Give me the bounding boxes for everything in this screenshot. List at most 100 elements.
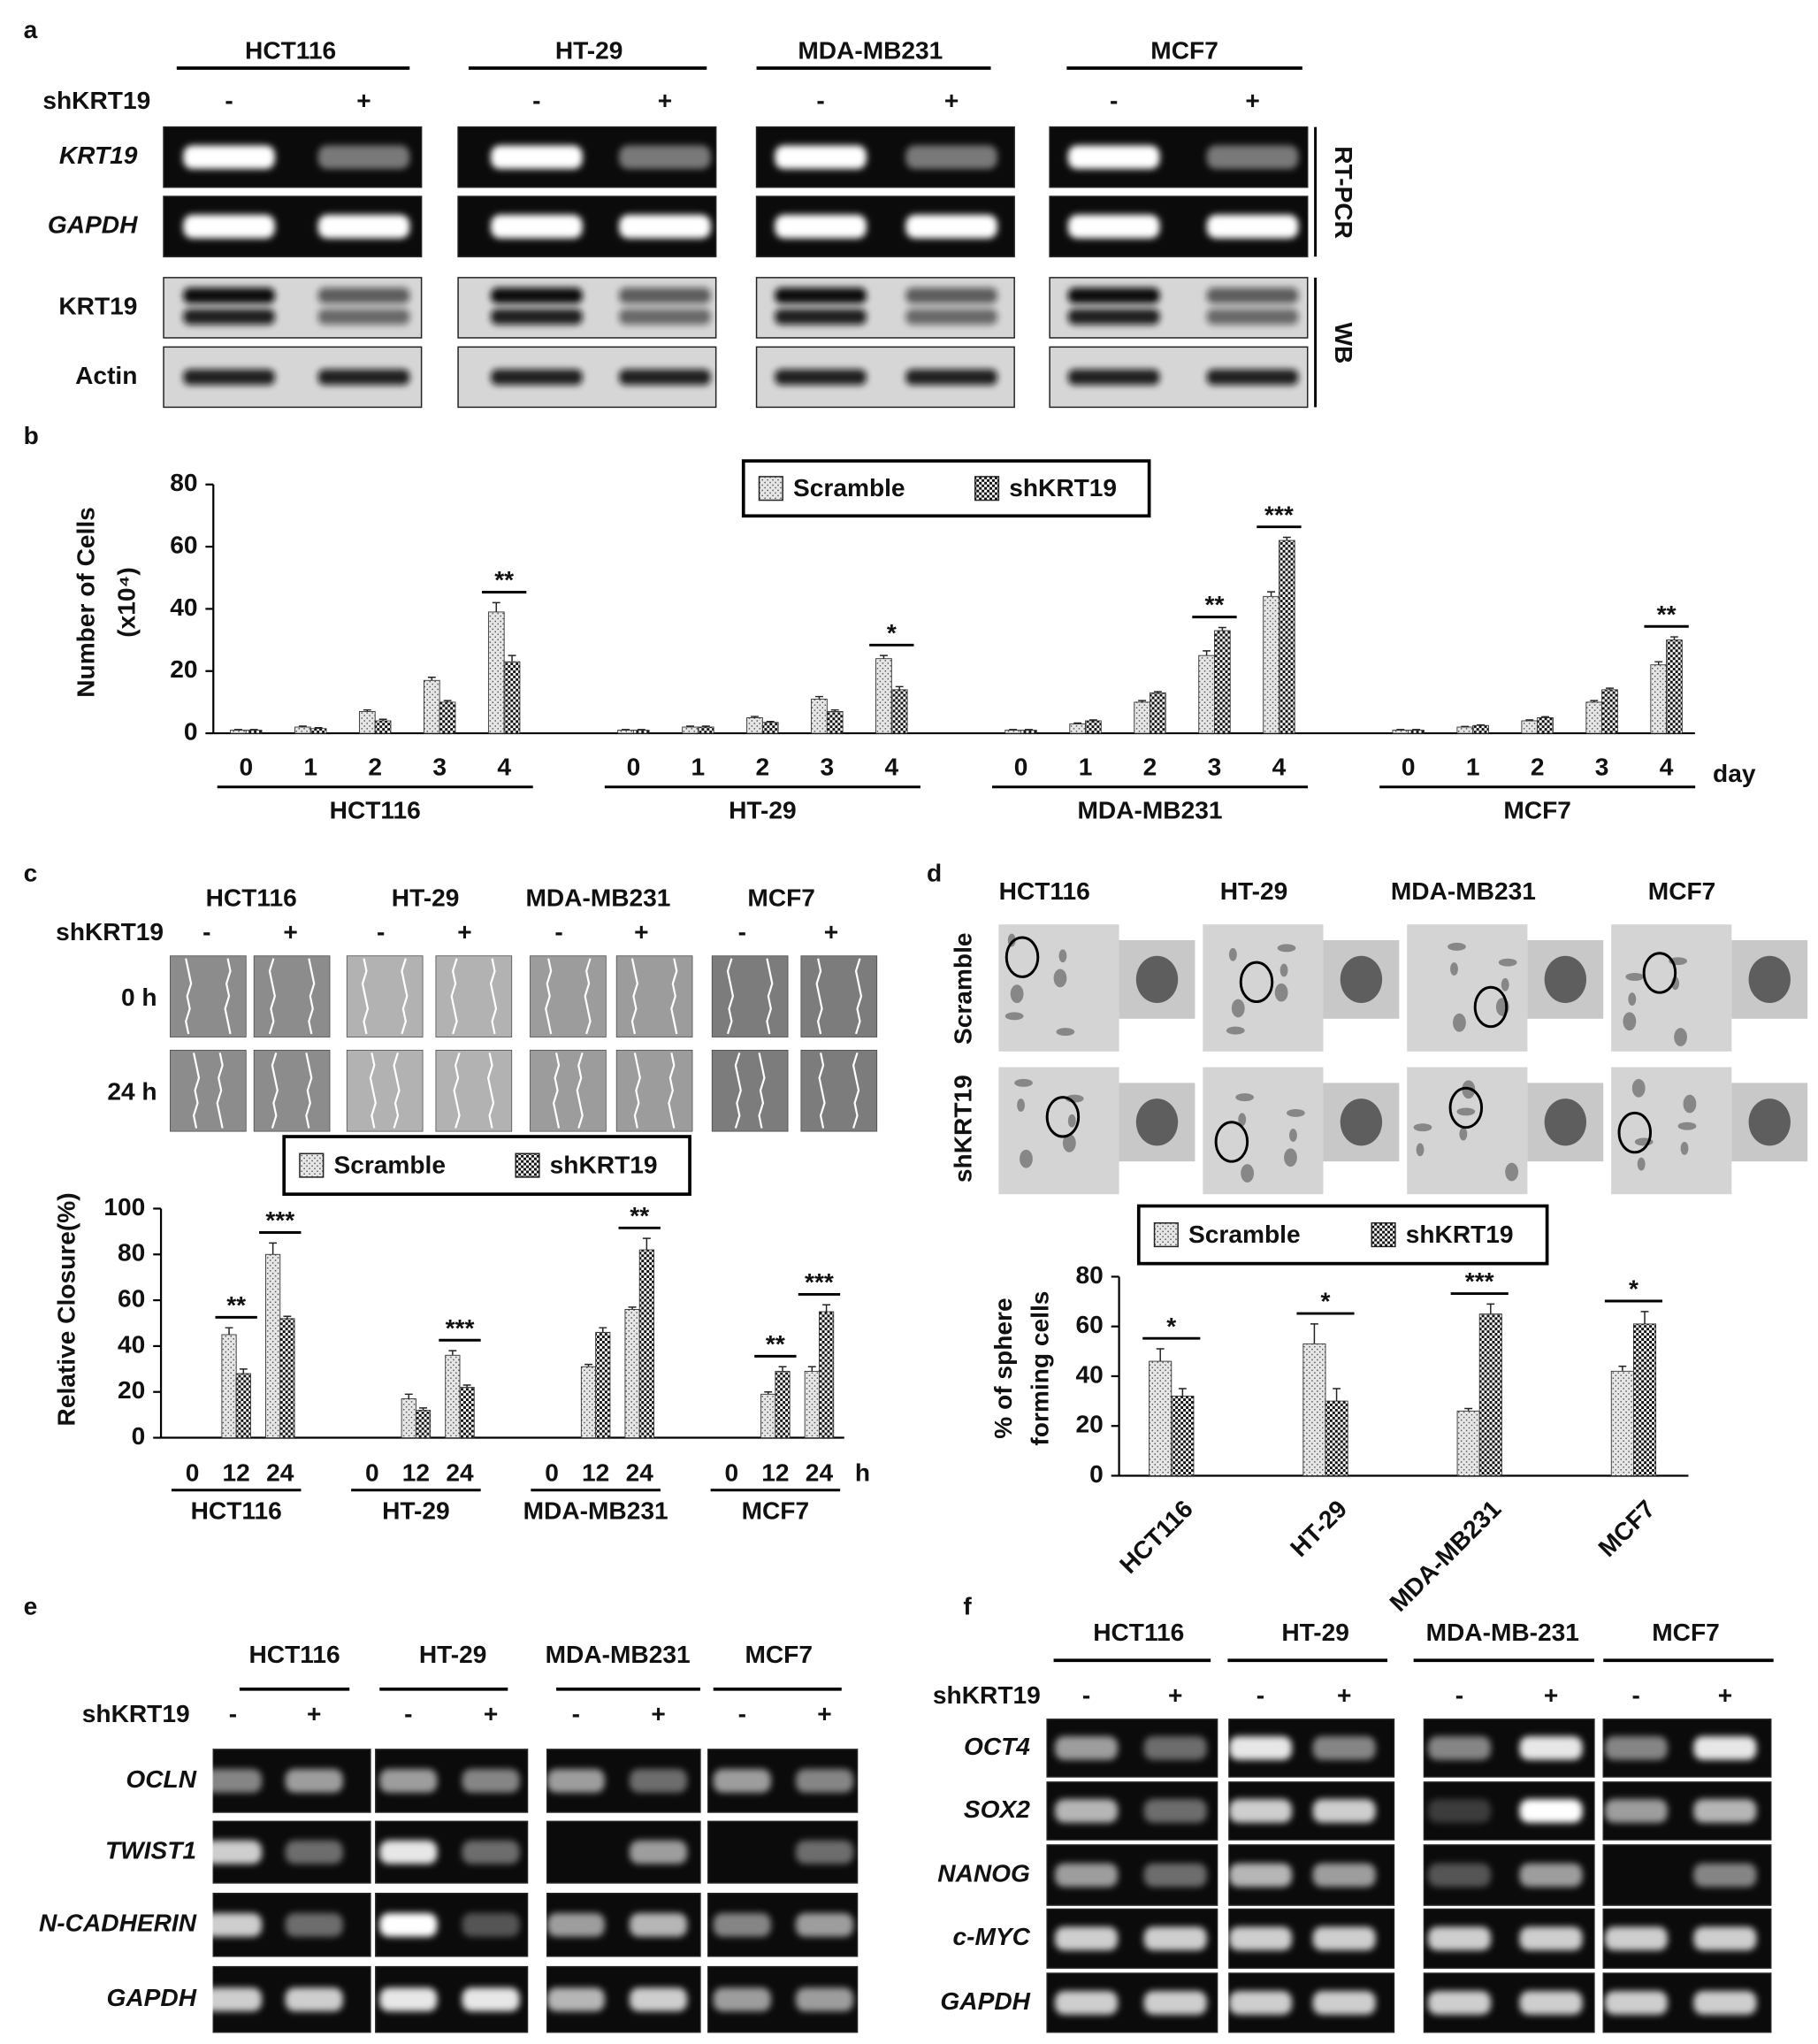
error-bar — [807, 1366, 816, 1372]
column-header: HCT116 — [999, 877, 1090, 905]
column-header: HT-29 — [555, 37, 623, 65]
sphere — [1674, 1028, 1687, 1046]
x-tick-label: 2 — [1531, 753, 1545, 780]
sphere — [1279, 963, 1288, 977]
significance-mark: * — [887, 619, 897, 647]
x-axis-label: h — [855, 1458, 870, 1486]
panel-label: b — [24, 422, 39, 449]
treatment-sign: + — [484, 1700, 498, 1727]
y-tick-label: 0 — [184, 717, 198, 745]
gel-band — [1427, 1799, 1491, 1823]
error-bar — [225, 1327, 233, 1335]
x-tick-label: 0 — [239, 753, 253, 780]
error-bar — [298, 725, 307, 728]
wound-edge — [401, 958, 409, 1035]
error-bar — [637, 729, 645, 731]
treatment-sign: + — [307, 1700, 321, 1727]
legend-box — [282, 1135, 691, 1197]
gel-band — [379, 1840, 438, 1864]
sphere — [1628, 992, 1637, 1006]
sphere — [1062, 1134, 1076, 1152]
bar — [682, 726, 699, 734]
treatment-sign: - — [572, 1700, 580, 1727]
gel-band — [629, 1840, 688, 1864]
bar — [439, 701, 456, 734]
error-bar — [1178, 1388, 1187, 1397]
significance-mark: * — [1321, 1288, 1331, 1315]
error-bar — [1654, 661, 1663, 665]
column-header: MDA-MB231 — [1391, 877, 1536, 905]
bar — [1004, 730, 1022, 734]
error-bar — [239, 1368, 248, 1374]
y-axis-label: Relative Closure(%) — [52, 1192, 80, 1426]
wound-edge — [545, 958, 553, 1035]
gel-band — [379, 1912, 438, 1937]
x-tick-label: 0 — [545, 1458, 559, 1486]
wound-image — [530, 955, 607, 1037]
gel-band — [1693, 1926, 1757, 1951]
highlight-circle — [1448, 1086, 1484, 1129]
legend-label: Scramble — [1188, 1221, 1301, 1248]
error-bar — [1153, 691, 1162, 693]
bar — [1666, 639, 1683, 734]
sphere-zoom — [1340, 1099, 1383, 1146]
sphere — [1228, 947, 1237, 961]
treatment-sign: + — [1337, 1681, 1351, 1709]
bar — [1521, 720, 1539, 734]
gel-band — [491, 214, 583, 239]
x-tick-label: 3 — [1208, 753, 1222, 780]
gel-band — [1693, 1991, 1757, 2015]
group-label: MCF7 — [742, 1497, 810, 1524]
treatment-sign: + — [658, 87, 672, 114]
legend-swatch — [758, 476, 783, 501]
wound-image — [253, 1049, 331, 1132]
gel-band — [317, 214, 410, 239]
bar — [309, 728, 327, 734]
gel-band — [1143, 1926, 1207, 1951]
error-bar — [778, 1366, 787, 1372]
wound-edge — [271, 1052, 279, 1129]
gel-band — [629, 1987, 688, 2011]
blot-band — [491, 369, 583, 386]
treatment-sign: - — [1455, 1681, 1463, 1709]
gel-band — [795, 1840, 854, 1864]
row-label: GAPDH — [940, 1987, 1030, 2015]
blot-band — [317, 287, 410, 304]
row-label: c-MYC — [952, 1923, 1030, 1950]
error-bar — [283, 1315, 292, 1319]
gel-band — [285, 1987, 343, 2011]
wound-edge — [216, 1053, 224, 1129]
wound-image — [170, 955, 247, 1037]
significance-mark: ** — [1657, 601, 1677, 628]
error-bar — [427, 677, 436, 681]
bar — [1085, 720, 1102, 734]
y-axis-label: forming cells — [1027, 1291, 1054, 1446]
error-bar — [1486, 1303, 1495, 1314]
y-tick-label: 60 — [118, 1285, 145, 1313]
bar — [1171, 1396, 1195, 1476]
row-label: OCT4 — [964, 1733, 1030, 1760]
x-tick-label: 4 — [1660, 753, 1674, 780]
wound-image — [800, 1049, 878, 1132]
wound-edge — [185, 958, 193, 1035]
sphere — [1235, 1093, 1255, 1102]
error-bar — [1396, 729, 1405, 731]
x-tick-label: 0 — [724, 1458, 738, 1486]
treatment-sign: + — [944, 87, 959, 114]
sphere — [1637, 1157, 1646, 1171]
error-bar — [1009, 729, 1018, 731]
blot-band — [775, 309, 867, 325]
y-axis-label: (x10⁴) — [112, 567, 140, 638]
highlight-circle — [1617, 1111, 1653, 1154]
gel-band — [1693, 1863, 1757, 1887]
treatment-sign: + — [283, 918, 297, 945]
sphere — [1680, 1141, 1689, 1155]
y-tick-label: 0 — [1089, 1460, 1104, 1488]
bar — [294, 726, 311, 734]
x-tick-label: 1 — [691, 753, 706, 780]
x-tick-label: 4 — [497, 753, 511, 780]
row-label: NANOG — [937, 1859, 1030, 1887]
wound-edge — [584, 958, 592, 1035]
sphere — [1501, 977, 1509, 991]
